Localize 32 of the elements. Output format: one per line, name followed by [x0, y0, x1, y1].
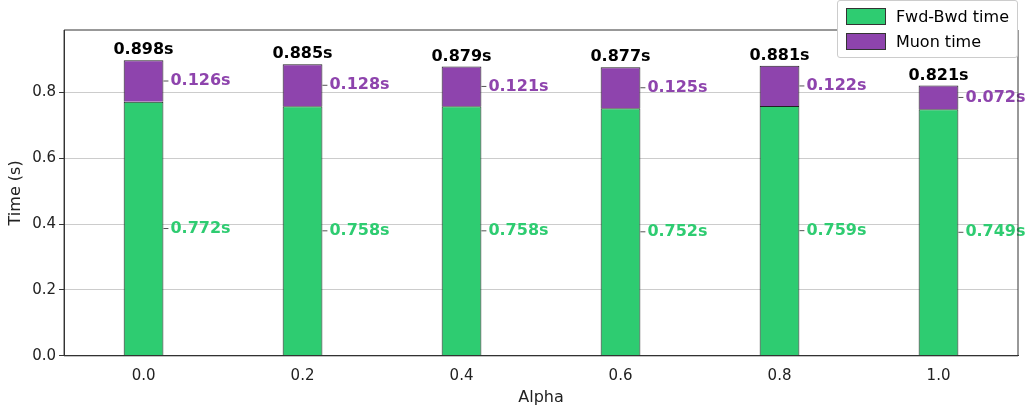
data-label: 0.752s: [647, 220, 708, 240]
total-label: 0.885s: [272, 43, 333, 63]
y-tick-label: 0.2: [32, 279, 57, 298]
legend-label: Muon time: [895, 32, 981, 51]
x-tick-label: 0.6: [608, 365, 633, 384]
y-axis-title: Time (s): [4, 160, 24, 227]
total-label: 0.879s: [431, 45, 492, 65]
data-label: 0.758s: [488, 219, 549, 239]
y-tick-label: 0.0: [32, 345, 57, 364]
y-tick-label: 0.6: [32, 148, 57, 167]
data-label: 0.758s: [329, 219, 390, 239]
data-label: 0.125s: [647, 76, 708, 96]
total-label: 0.898s: [113, 39, 174, 59]
data-label: 0.772s: [170, 217, 231, 237]
data-label: 0.759s: [806, 219, 867, 239]
legend-label: Fwd-Bwd time: [895, 7, 1009, 26]
data-label: 0.128s: [329, 74, 390, 94]
data-label: 0.121s: [488, 75, 549, 95]
y-tick-label: 0.4: [32, 214, 57, 233]
x-tick-label: 0.8: [767, 365, 792, 384]
data-label: 0.122s: [806, 75, 867, 95]
data-label: 0.749s: [965, 221, 1026, 241]
x-tick-label: 0.0: [131, 365, 156, 384]
total-label: 0.881s: [749, 45, 810, 65]
x-tick-label: 1.0: [926, 365, 951, 384]
total-label: 0.821s: [908, 64, 969, 84]
total-label: 0.877s: [590, 46, 651, 66]
y-tick-label: 0.8: [32, 82, 57, 101]
x-tick-label: 0.2: [290, 365, 315, 384]
x-axis-title: Alpha: [518, 386, 564, 406]
x-tick-label: 0.4: [449, 365, 474, 384]
data-label: 0.126s: [170, 70, 231, 90]
